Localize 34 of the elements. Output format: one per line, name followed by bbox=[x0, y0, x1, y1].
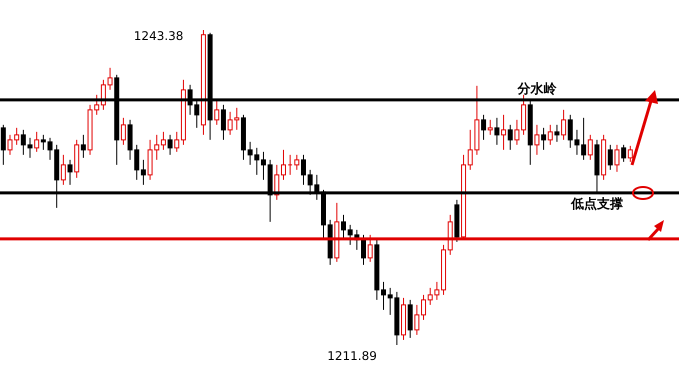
candlestick bbox=[588, 134, 593, 160]
candlestick bbox=[541, 127, 546, 150]
candlestick bbox=[160, 131, 166, 150]
candlestick bbox=[361, 234, 366, 266]
candlestick bbox=[228, 111, 233, 136]
candlestick bbox=[508, 124, 513, 150]
candlestick bbox=[294, 154, 300, 170]
candlestick bbox=[554, 124, 560, 142]
candlestick bbox=[488, 119, 493, 136]
candlestick bbox=[60, 154, 66, 186]
annotation: 1243.38 bbox=[134, 29, 184, 43]
candlestick bbox=[0, 124, 6, 166]
text: 1211.89 bbox=[327, 349, 377, 363]
candlestick bbox=[168, 134, 173, 156]
candlestick bbox=[621, 144, 626, 162]
ref-line-label: 分水岭 bbox=[516, 82, 558, 97]
candlestick bbox=[534, 124, 540, 156]
candlestick bbox=[481, 114, 486, 140]
candlestick bbox=[80, 134, 86, 158]
candlestick bbox=[501, 114, 506, 150]
candlestick bbox=[140, 159, 146, 186]
candlestick bbox=[561, 109, 566, 140]
candlestick bbox=[214, 99, 220, 126]
candlestick bbox=[548, 124, 553, 146]
candlestick bbox=[120, 117, 126, 146]
candlestick bbox=[234, 107, 240, 130]
candlestick bbox=[628, 145, 633, 162]
candlestick bbox=[494, 117, 500, 146]
candlestick bbox=[68, 159, 73, 186]
candlestick bbox=[614, 144, 620, 172]
ref-line-label: 低点支撑 bbox=[570, 196, 623, 212]
candlestick bbox=[608, 144, 613, 170]
candlestick bbox=[220, 104, 226, 140]
candlestick bbox=[34, 131, 40, 152]
